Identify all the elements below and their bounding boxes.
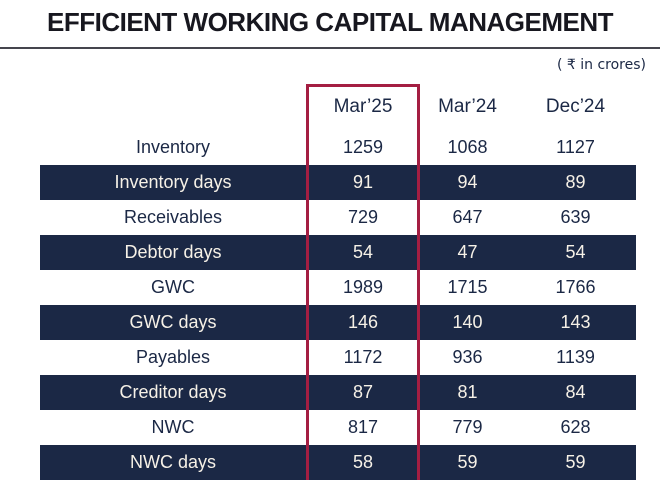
cell-dec24: 59	[565, 452, 586, 472]
row-label: Receivables	[123, 207, 223, 227]
cell-mar25: 817	[347, 417, 379, 437]
cell-mar24: 94	[457, 172, 478, 192]
cell-mar25: 91	[352, 172, 374, 192]
cell-mar25: 54	[352, 242, 374, 262]
cell-dec24: 1139	[556, 347, 595, 367]
cell-mar24: 59	[457, 452, 478, 472]
table-row-gwc-days: GWC days 146 140 143	[40, 305, 636, 340]
cell-dec24: 54	[565, 242, 586, 262]
table-row-inventory: Inventory 1259 1068 1127	[40, 130, 636, 165]
cell-mar25: 146	[347, 312, 379, 332]
table-row-inventory-days: Inventory days 91 94 89	[40, 165, 636, 200]
cell-dec24: 84	[565, 382, 586, 402]
cell-dec24: 1127	[556, 137, 595, 157]
cell-mar24: 1068	[447, 137, 488, 157]
column-header-mar25: Mar’25	[333, 96, 393, 117]
cell-dec24: 1766	[555, 277, 596, 297]
table-row-gwc: GWC 1989 1715 1766	[40, 270, 636, 305]
row-label: Payables	[135, 347, 211, 367]
cell-mar24: 47	[457, 242, 478, 262]
table-row-creditor-days: Creditor days 87 81 84	[40, 375, 636, 410]
cell-mar24: 647	[452, 207, 483, 227]
row-label: Inventory days	[114, 172, 232, 192]
row-label: Debtor days	[124, 242, 222, 262]
cell-mar25: 1989	[342, 277, 384, 297]
row-label: NWC days	[129, 452, 216, 472]
cell-mar24: 936	[452, 347, 483, 367]
cell-mar24: 779	[452, 417, 483, 437]
table-row-payables: Payables 1172 936 1139	[40, 340, 636, 375]
page-title: EFFICIENT WORKING CAPITAL MANAGEMENT	[46, 7, 614, 37]
row-label: GWC days	[129, 312, 217, 332]
cell-mar24: 1715	[447, 277, 488, 297]
row-label: Creditor days	[119, 382, 227, 402]
row-label: Inventory	[135, 137, 211, 157]
cell-mar25: 729	[347, 207, 379, 227]
cell-dec24: 639	[560, 207, 591, 227]
row-label: NWC	[151, 417, 195, 437]
table-row-debtor-days: Debtor days 54 47 54	[40, 235, 636, 270]
cell-dec24: 628	[560, 417, 591, 437]
table-row-nwc: NWC 817 779 628	[40, 410, 636, 445]
table-row-receivables: Receivables 729 647 639	[40, 200, 636, 235]
cell-mar25: 58	[352, 452, 374, 472]
table-header-row: Mar’25 Mar’24 Dec’24	[40, 84, 636, 130]
title-divider	[0, 47, 660, 49]
cell-mar25: 1259	[342, 137, 384, 157]
column-header-dec24: Dec’24	[545, 96, 606, 117]
row-label: GWC	[151, 277, 195, 297]
cell-mar25: 87	[352, 382, 374, 402]
cell-dec24: 143	[560, 312, 591, 332]
column-header-mar24: Mar’24	[438, 96, 497, 117]
cell-dec24: 89	[565, 172, 586, 192]
working-capital-table: Mar’25 Mar’24 Dec’24 Inventory 1259 1068…	[40, 84, 636, 480]
currency-unit-note: ( ₹ in crores)	[556, 57, 646, 73]
cell-mar24: 81	[457, 382, 478, 402]
table-row-nwc-days: NWC days 58 59 59	[40, 445, 636, 480]
cell-mar24: 140	[452, 312, 483, 332]
cell-mar25: 1172	[343, 347, 383, 367]
